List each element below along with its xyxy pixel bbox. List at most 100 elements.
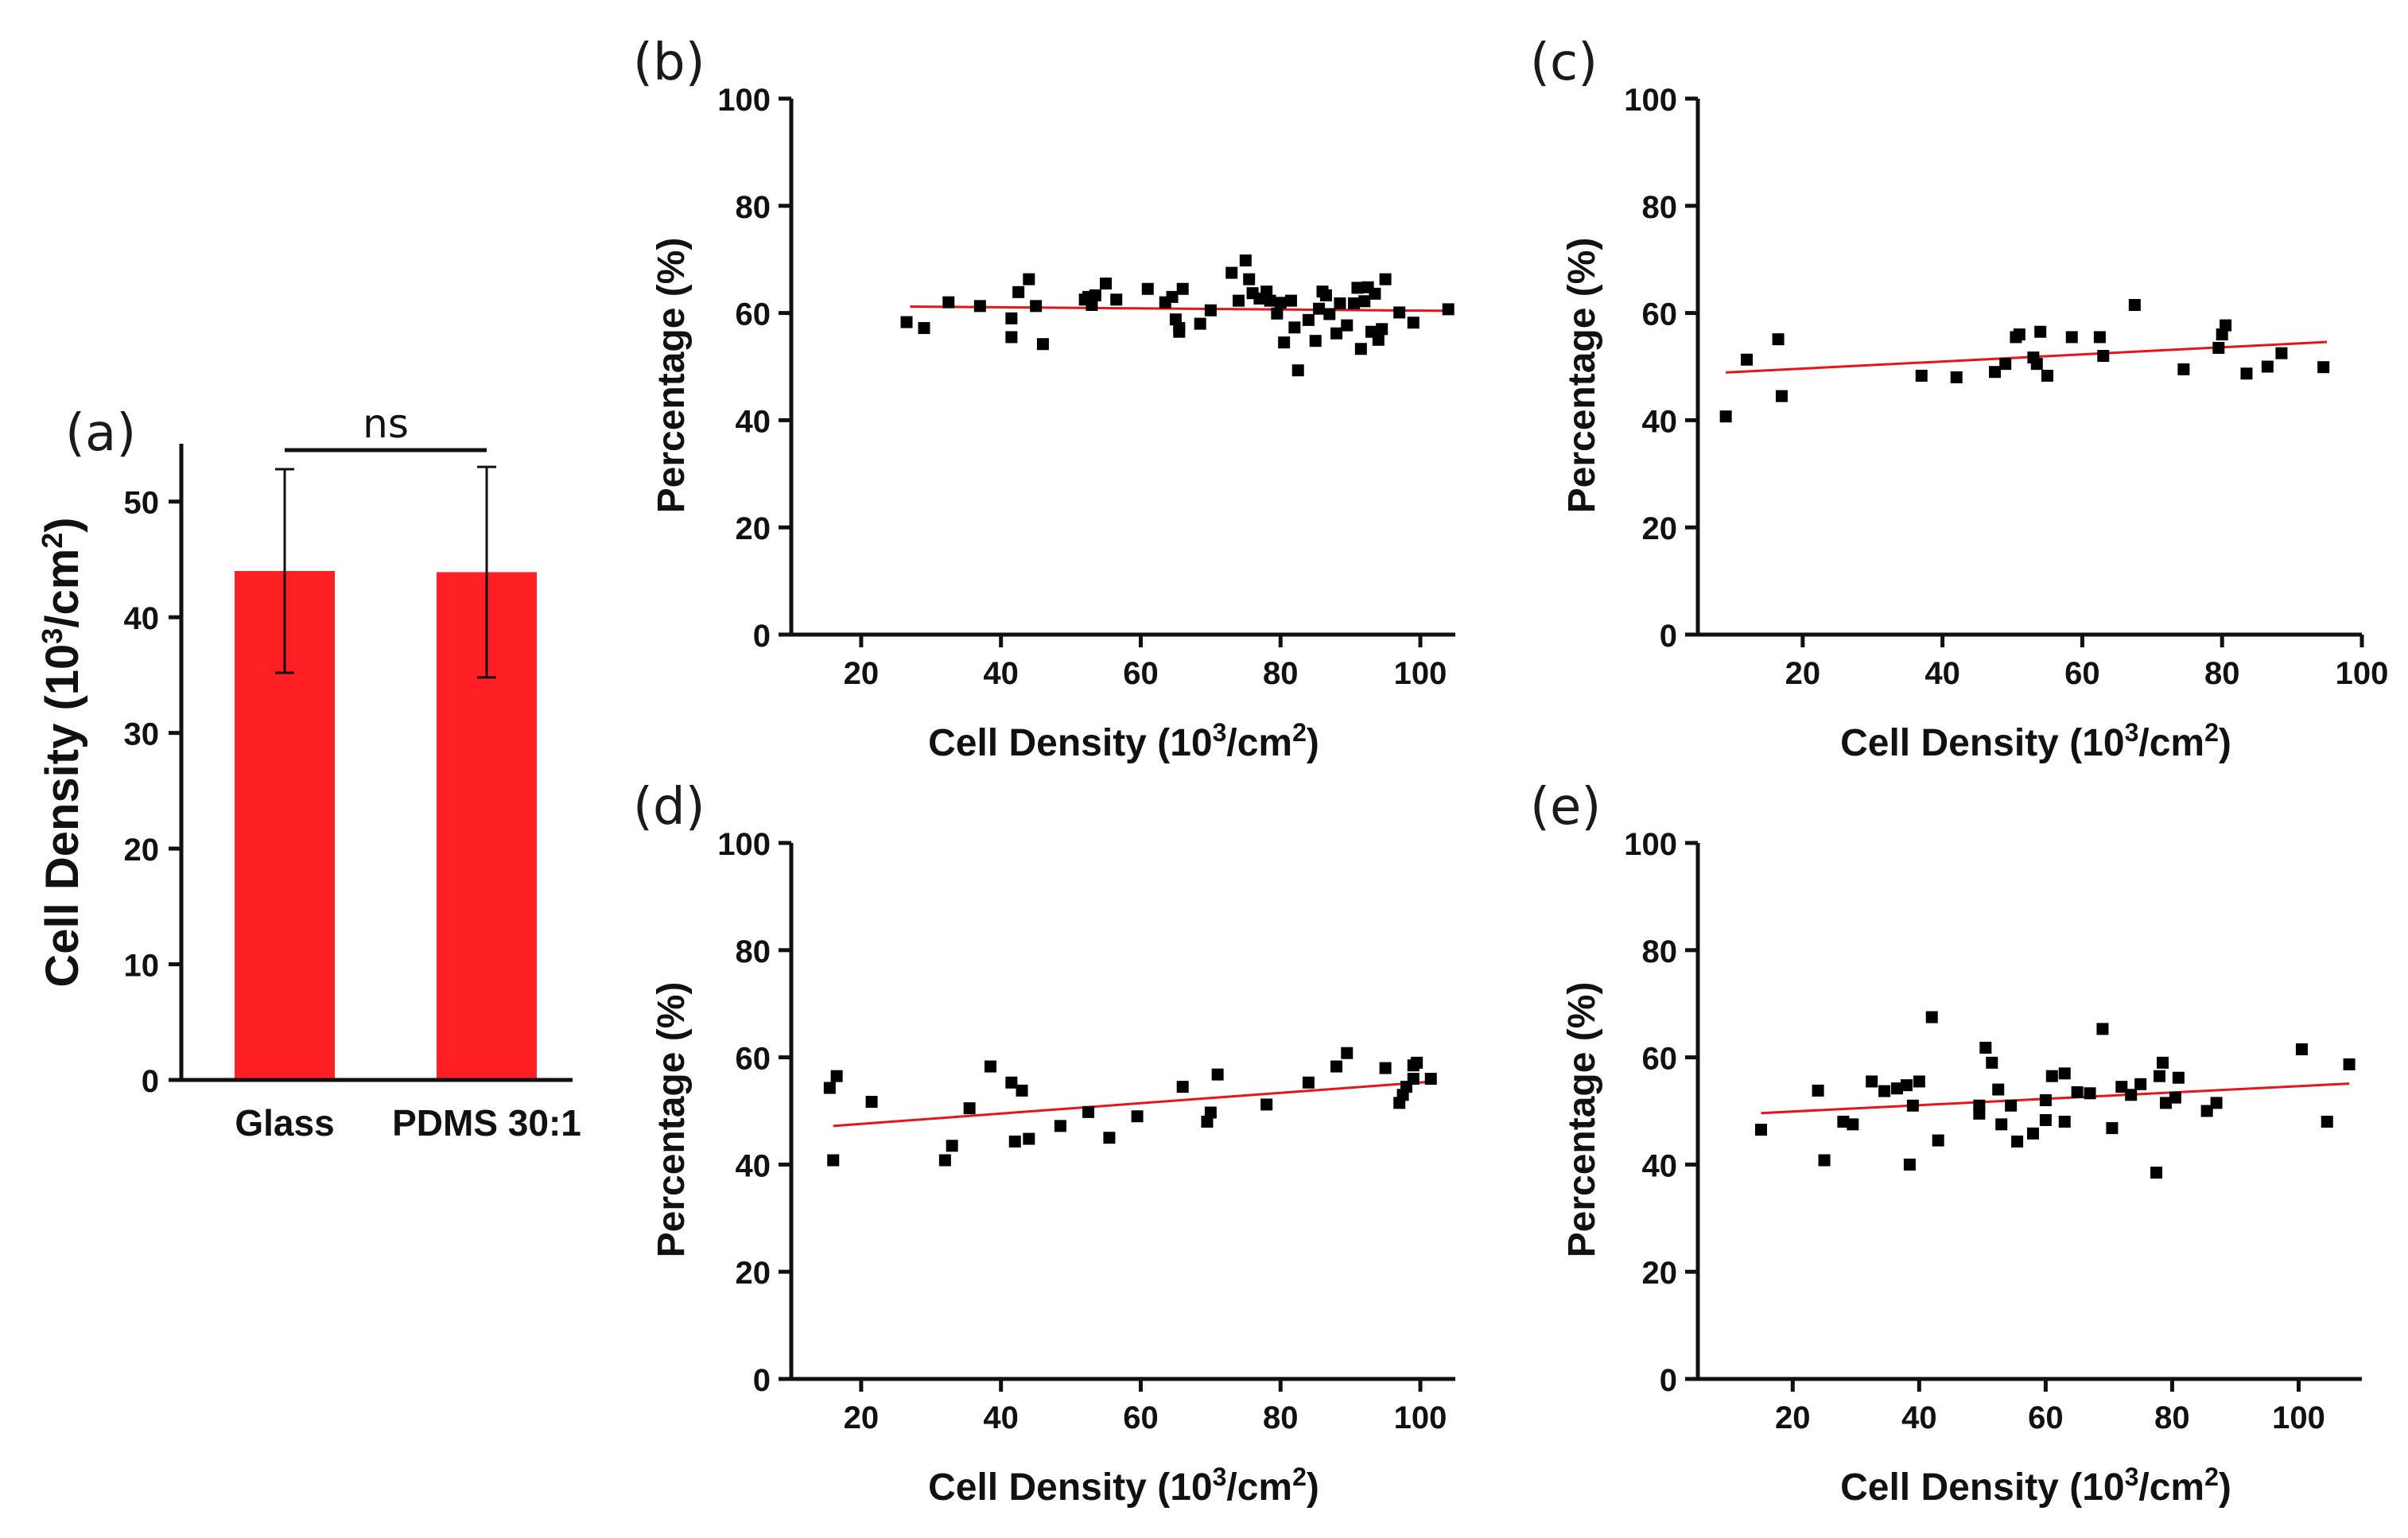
data-point — [2115, 1081, 2128, 1093]
data-point — [1775, 390, 1788, 402]
data-point — [963, 1102, 976, 1115]
data-point — [1284, 294, 1297, 307]
y-tick-label: 0 — [1660, 1363, 1677, 1398]
data-point — [2317, 361, 2330, 374]
data-point — [1271, 307, 1284, 320]
category-label: PDMS 30:1 — [392, 1102, 581, 1144]
y-tick-label: 10 — [124, 949, 160, 984]
data-point — [1225, 266, 1238, 279]
data-point — [2261, 360, 2274, 373]
data-point — [1274, 297, 1287, 309]
panel-e-label: (e) — [1530, 778, 1601, 837]
category-label: Glass — [235, 1102, 334, 1144]
data-point — [1900, 1079, 1913, 1092]
data-point — [1407, 317, 1420, 329]
data-point — [1291, 364, 1304, 377]
data-point — [1313, 302, 1326, 315]
data-point — [2212, 341, 2225, 354]
data-point — [2157, 1056, 2169, 1069]
x-tick-label: 80 — [1263, 1400, 1299, 1435]
data-point — [1288, 321, 1301, 334]
data-point — [1442, 303, 1455, 316]
data-point — [1176, 282, 1189, 295]
x-tick-label: 40 — [983, 656, 1019, 691]
data-point — [1372, 333, 1385, 346]
panel-b-y-axis-title: Percentage (%) — [651, 238, 693, 514]
data-point — [2041, 369, 2053, 382]
panel-c-y-axis-title: Percentage (%) — [1561, 238, 1603, 514]
data-point — [1986, 1056, 1998, 1069]
data-point — [1319, 289, 1332, 301]
y-tick-label: 40 — [124, 601, 160, 636]
x-tick-label: 60 — [1123, 1400, 1159, 1435]
y-tick-label: 20 — [1642, 511, 1678, 546]
data-point — [1005, 1076, 1018, 1089]
data-point — [1995, 1118, 2008, 1131]
y-tick-label: 80 — [1642, 190, 1678, 225]
y-tick-label: 100 — [717, 83, 771, 118]
data-point — [1204, 304, 1217, 317]
panel-c-x-axis-title: Cell Density (103/cm2) — [1840, 718, 2231, 764]
data-point — [1264, 294, 1276, 307]
data-point — [1973, 1099, 1986, 1112]
y-tick-label: 100 — [1624, 827, 1677, 862]
data-point — [2216, 328, 2228, 341]
panel-e-scatter-chart: (e) Percentage (%) Cell Density (103/cm2… — [1530, 778, 2362, 1509]
data-point — [1008, 1135, 1021, 1148]
data-point — [2084, 1087, 2096, 1100]
data-point — [1915, 369, 1928, 382]
data-point — [1082, 1105, 1095, 1118]
data-point — [938, 1154, 951, 1167]
data-point — [1913, 1075, 1925, 1088]
data-point — [2093, 331, 2106, 344]
data-point — [2045, 1070, 2058, 1082]
panel-b-x-axis-title: Cell Density (103/cm2) — [928, 718, 1319, 764]
data-point — [1992, 1083, 2005, 1096]
data-point — [2172, 1071, 2185, 1084]
data-point — [2013, 328, 2025, 341]
data-point — [1925, 1011, 1938, 1023]
data-point — [1906, 1099, 1919, 1112]
data-point — [2026, 1127, 2039, 1140]
data-point — [1239, 254, 1252, 267]
y-tick-label: 100 — [717, 827, 771, 862]
data-point — [2106, 1122, 2119, 1135]
data-point — [1173, 325, 1186, 338]
data-point — [865, 1096, 878, 1109]
data-point — [1891, 1082, 1903, 1095]
data-point — [946, 1140, 958, 1152]
data-point — [1211, 1068, 1224, 1081]
data-point — [1376, 323, 1388, 336]
data-point — [1348, 297, 1361, 309]
panel-d-label: (d) — [633, 778, 705, 837]
x-tick-label: 20 — [844, 1400, 880, 1435]
y-tick-label: 60 — [736, 1042, 771, 1077]
significance-label: ns — [363, 401, 409, 447]
data-point — [827, 1154, 840, 1167]
panel-a-bar-chart: (a) 0 10 20 30 40 50 Glass PDMS 30:1 ns Cell D… — [36, 401, 581, 1144]
data-point — [1379, 273, 1392, 285]
data-point — [1176, 1081, 1189, 1093]
data-point — [1243, 273, 1256, 285]
data-point — [1847, 1118, 1859, 1131]
data-point — [2240, 367, 2253, 380]
y-tick-label: 20 — [736, 511, 771, 546]
data-point — [1323, 308, 1336, 320]
y-tick-label: 80 — [736, 934, 771, 969]
data-point — [1379, 1062, 1392, 1074]
data-point — [2065, 331, 2078, 344]
data-point — [2177, 363, 2190, 375]
y-tick-label: 60 — [1642, 297, 1678, 332]
panel-d-scatter-chart: (d) Percentage (%) Cell Density (103/cm2… — [633, 778, 1455, 1509]
data-point — [1866, 1075, 1878, 1088]
data-point — [1005, 312, 1018, 324]
data-point — [2321, 1115, 2333, 1128]
data-point — [2096, 1023, 2109, 1035]
data-point — [2125, 1089, 2138, 1101]
data-point — [1719, 410, 1732, 423]
x-tick-label: 60 — [2064, 656, 2100, 691]
panel-d-y-axis-title: Percentage (%) — [651, 982, 693, 1258]
data-point — [2071, 1086, 2084, 1098]
data-point — [2058, 1115, 2071, 1128]
data-point — [1166, 290, 1179, 303]
